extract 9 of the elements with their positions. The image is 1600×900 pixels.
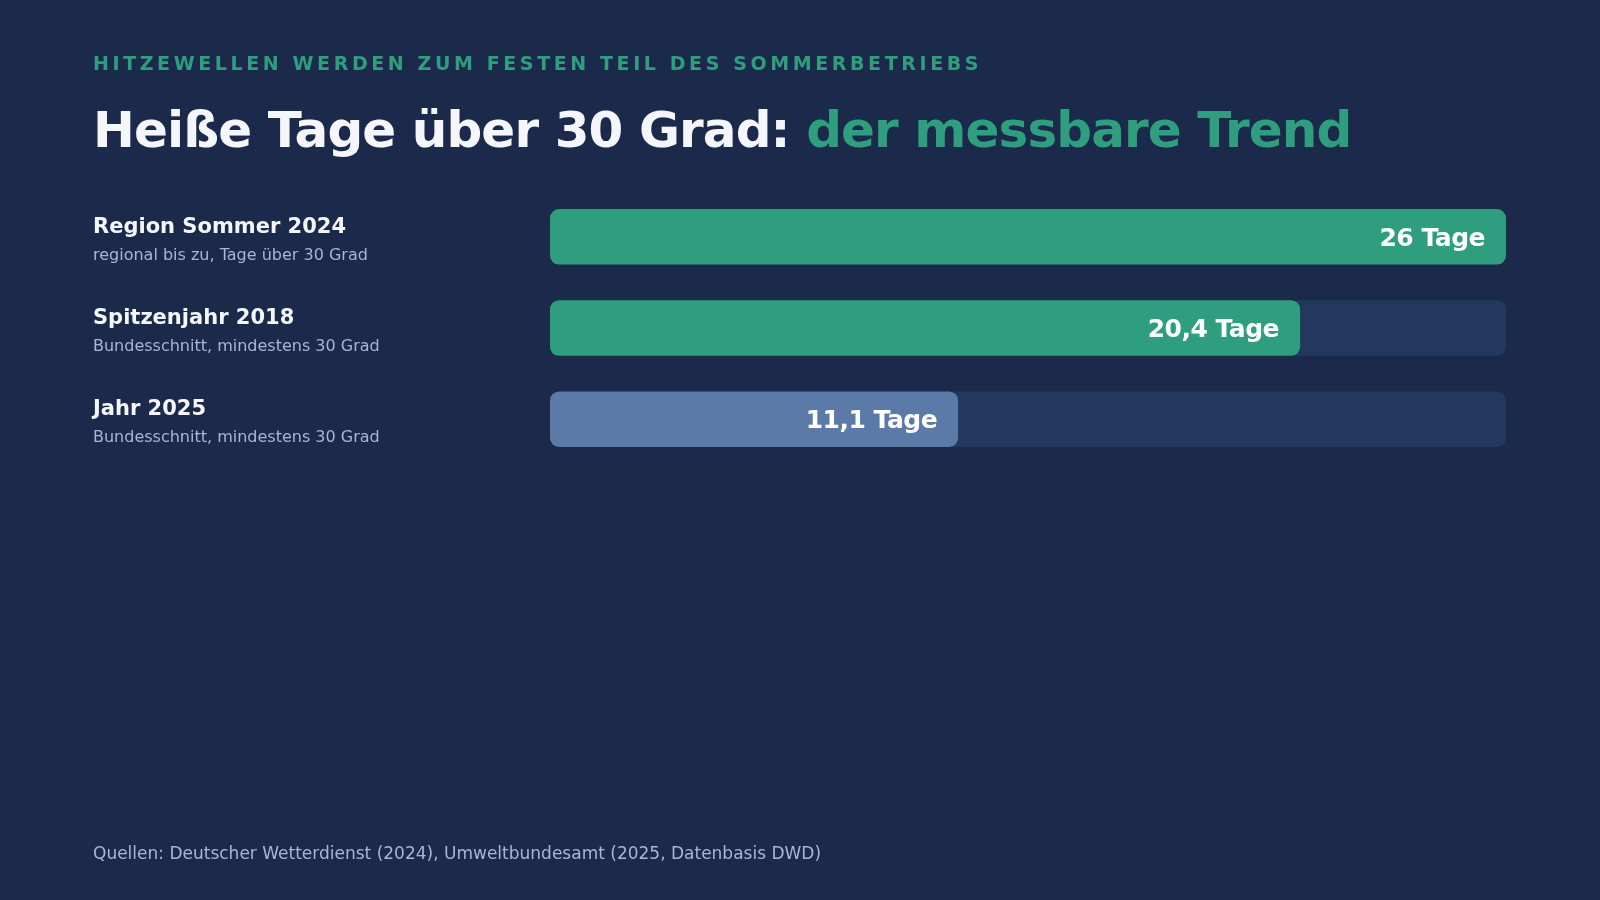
y-tick-label: Jahr 2025 Bundesschnitt, mindestens 30 Grad — [91, 396, 380, 447]
y-tick-label: Spitzenjahr 2018 Bundesschnitt, mindestens 30 Grad — [93, 305, 380, 356]
data-label: 26 Tage — [1379, 222, 1485, 252]
data-label: 11,1 Tage — [805, 405, 938, 435]
y-tick-label: Region Sommer 2024 regional bis zu, Tage über 30 Grad — [93, 214, 368, 264]
chart-subtitle: HITZEWELLEN WERDEN ZUM FESTEN TEIL DES SOMMERBETRIEBS — [93, 52, 983, 74]
chart-title: Heiße Tage über 30 Grad: der messbare Trend — [93, 101, 1352, 159]
data-label: 20,4 Tage — [1147, 314, 1280, 343]
source-note: Quellen: Deutscher Wetterdienst (2024), Umweltbundesamt (2025, Datenbasis DWD) — [93, 843, 822, 863]
